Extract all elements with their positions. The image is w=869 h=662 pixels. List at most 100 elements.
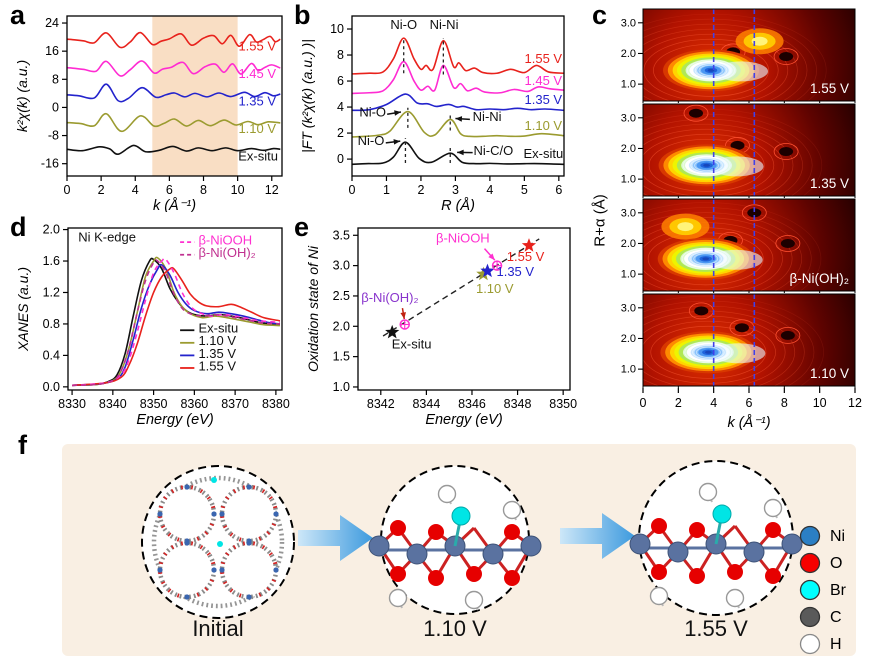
- o-atom: [466, 566, 482, 582]
- x-axis-label: Energy (eV): [425, 412, 502, 428]
- y-tick: 3.0: [621, 112, 636, 124]
- series-β-Ni(OH)₂: [72, 259, 281, 387]
- series-Ex-situ: [66, 144, 281, 155]
- y-tick: -16: [41, 157, 59, 171]
- x-tick: 2: [675, 396, 682, 410]
- annotation-Ni-O: Ni-O: [359, 104, 386, 119]
- o-atom: [390, 566, 406, 582]
- y-tick: 2.0: [43, 223, 60, 237]
- y-tick: 1.2: [43, 285, 60, 299]
- y-axis-label: |FT (k²χ(k) (a.u.) )|: [299, 39, 315, 153]
- stage-label-1.10 V: 1.10 V: [423, 616, 487, 641]
- y-tick: 3.0: [621, 17, 636, 29]
- series-1.45 V: [66, 60, 281, 77]
- ni-atom: [406, 543, 428, 565]
- ni-atom: [368, 535, 390, 557]
- wavelet-y-axis-label: R+α (Å): [591, 194, 609, 247]
- h-atom: [725, 588, 745, 608]
- ni-atom: [482, 543, 504, 565]
- o-atom: [651, 564, 667, 580]
- h-atom: [464, 590, 484, 610]
- series-β-NiOOH: [72, 257, 281, 387]
- y-tick: 8: [52, 72, 59, 86]
- x-tick: 4: [132, 183, 139, 197]
- annotation-1.35 V: 1.35 V: [198, 346, 236, 361]
- series-1.35 V: [351, 93, 565, 112]
- annotation-Ni-C/O: Ni-C/O: [473, 143, 513, 158]
- x-tick: 8360: [180, 397, 208, 411]
- annotation-Ni-O: Ni-O: [358, 133, 385, 148]
- annotation-1.45 V: 1.45 V: [525, 73, 563, 88]
- x-tick: 2: [417, 183, 424, 197]
- o-atom: [765, 522, 781, 538]
- series-1.10 V: [351, 110, 565, 138]
- x-tick: 5: [521, 183, 528, 197]
- annotation-1.45 V: 1.45 V: [238, 66, 276, 81]
- legend-label-H: H: [830, 636, 842, 653]
- series-1.55 V: [351, 37, 565, 75]
- series-Ex-situ: [351, 141, 565, 166]
- legend-label-O: O: [830, 555, 842, 572]
- schematic-canvas: Initial 1.10 V 1.55 V Ni O Br CH: [62, 444, 856, 656]
- legend-label-Ni: Ni: [830, 528, 845, 545]
- wavelet-x-axis: 0 2 4 6 8 10 12 k (Å⁻¹): [640, 388, 862, 431]
- legend-swatch-Ni: [799, 525, 821, 547]
- x-tick: 12: [265, 183, 279, 197]
- x-tick: 8346: [458, 397, 486, 411]
- h-atom: [388, 588, 408, 608]
- series-1.35 V: [72, 263, 281, 387]
- annotation-1.35 V: 1.35 V: [496, 264, 534, 279]
- y-axis-label: Oxidation state of Ni: [305, 245, 321, 372]
- series-1.35 V: [66, 83, 281, 103]
- annotation-β-Ni(OH)₂: β-Ni(OH)₂: [198, 245, 255, 260]
- x-axis-label: Energy (eV): [136, 412, 213, 428]
- x-tick: 12: [848, 396, 862, 410]
- annotation-1.35 V: 1.35 V: [238, 93, 276, 108]
- star-marker: [385, 324, 400, 339]
- y-tick: 2.5: [333, 289, 350, 303]
- h-atom: [649, 586, 669, 606]
- x-tick: 8344: [412, 397, 440, 411]
- y-tick: 24: [45, 16, 59, 30]
- o-atom: [689, 522, 705, 538]
- o-atom: [504, 524, 520, 540]
- x-tick: 8350: [549, 397, 577, 411]
- x-tick: 8342: [367, 397, 395, 411]
- y-tick: 2.0: [333, 319, 350, 333]
- ni-atom: [781, 533, 803, 555]
- y-axis-label: XANES (a.u.): [15, 267, 31, 352]
- series-Ex-situ: [72, 257, 281, 387]
- legend-swatch-C: [799, 606, 821, 628]
- legend-label-C: C: [830, 609, 842, 626]
- annotation-Ex-situ: Ex-situ: [198, 321, 238, 336]
- annotation-β-NiOOH: β-NiOOH: [436, 231, 490, 246]
- o-atom: [651, 518, 667, 534]
- panel-label-d: d: [10, 212, 27, 242]
- o-atom: [428, 524, 444, 540]
- annotation-1.10 V: 1.10 V: [525, 118, 563, 133]
- x-tick: 0: [640, 396, 647, 410]
- x-tick: 6: [555, 183, 562, 197]
- ni-atom: [520, 535, 542, 557]
- x-tick: 8: [200, 183, 207, 197]
- x-tick: 2: [98, 183, 105, 197]
- x-tick: 4: [486, 183, 493, 197]
- o-atom: [689, 568, 705, 584]
- x-tick: 8330: [58, 397, 86, 411]
- y-tick: 1.0: [621, 79, 636, 91]
- mof-structure: [151, 475, 285, 609]
- panel-label-e: e: [294, 212, 310, 242]
- annotation-1.10 V: 1.10 V: [198, 333, 236, 348]
- annotation-Ni-Ni: Ni-Ni: [430, 17, 459, 32]
- annotation-Ex-situ: Ex-situ: [523, 146, 563, 161]
- x-tick: 1: [383, 183, 390, 197]
- h-atom: [763, 498, 783, 518]
- y-tick: 3.5: [333, 228, 350, 242]
- panel-label-a: a: [10, 0, 26, 30]
- x-tick: 10: [813, 396, 827, 410]
- series-1.55 V: [66, 31, 281, 49]
- y-tick: 3.0: [621, 302, 636, 314]
- br-atom: [217, 541, 223, 547]
- annotation-β-Ni(OH)₂: β-Ni(OH)₂: [361, 290, 418, 305]
